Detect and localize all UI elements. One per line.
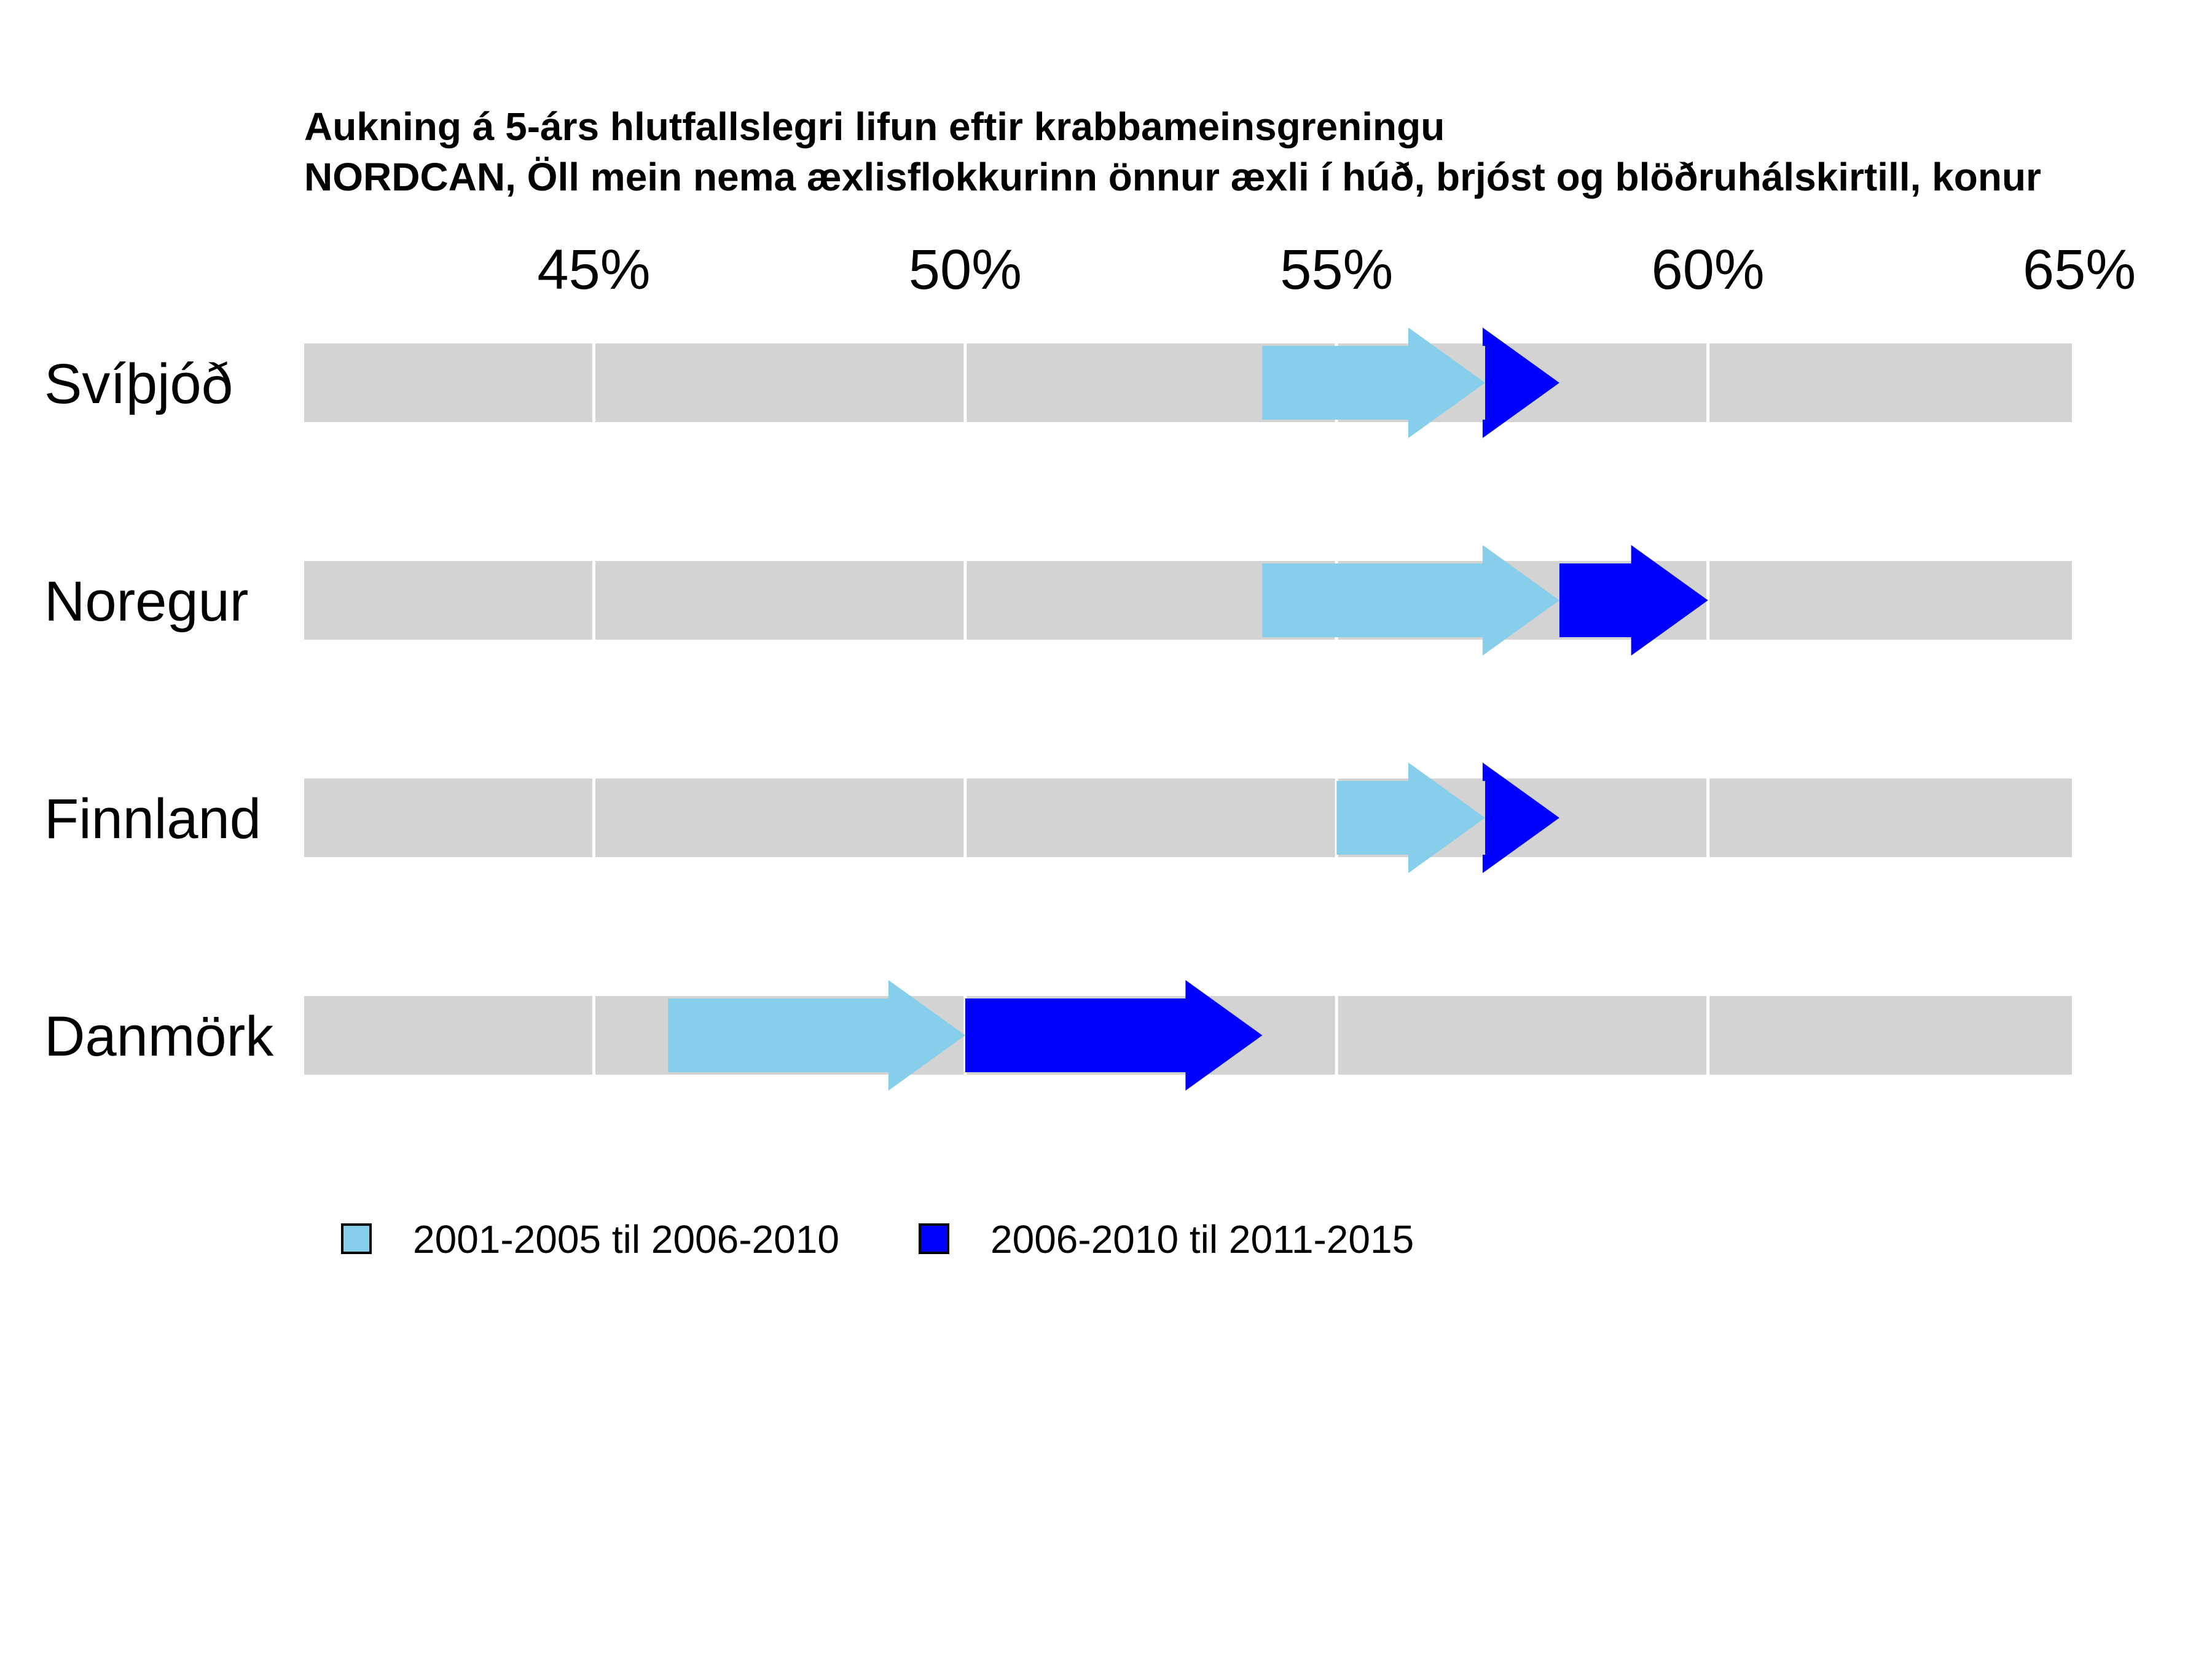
country-labels: Svíþjóð Noregur Finnland Danmörk [44, 353, 274, 1068]
x-tick-label: 55% [1280, 238, 1393, 301]
arrow-2001-2010 [1262, 327, 1486, 438]
legend: 2001-2005 til 2006-2010 2006-2010 til 201… [341, 1217, 1414, 1261]
legend-label: 2006-2010 til 2011-2015 [990, 1217, 1414, 1261]
chart-title-group: Aukning á 5-árs hlutfallslegri lifun eft… [304, 104, 2041, 199]
legend-swatch [341, 1223, 372, 1254]
arrow-marks [668, 327, 1708, 1091]
chart-title: Aukning á 5-árs hlutfallslegri lifun eft… [304, 104, 1445, 149]
country-label: Danmörk [44, 1005, 274, 1068]
legend-swatch [919, 1223, 949, 1254]
chart-subtitle: NORDCAN, Öll mein nema æxlisflokkurinn ö… [304, 155, 2041, 199]
x-axis-ticks: 45% 50% 55% 60% 65% [537, 238, 2136, 301]
legend-label: 2001-2005 til 2006-2010 [413, 1217, 839, 1261]
row-band [304, 779, 2072, 857]
x-tick-label: 50% [909, 238, 1022, 301]
arrow-2006-2015 [1559, 545, 1708, 656]
row-bands [304, 343, 2072, 1075]
country-label: Finnland [44, 788, 261, 850]
grid-lines [592, 343, 1710, 1075]
arrow-2006-2015 [965, 980, 1263, 1091]
x-tick-label: 65% [2023, 238, 2136, 301]
x-tick-label: 60% [1652, 238, 1765, 301]
arrow-2006-2015 [1482, 763, 1559, 873]
arrow-2001-2010 [1262, 545, 1559, 656]
row-band [304, 561, 2072, 640]
arrow-2001-2010 [1336, 763, 1486, 873]
arrow-2006-2015 [1482, 327, 1559, 438]
x-tick-label: 45% [537, 238, 650, 301]
arrow-2001-2010 [668, 980, 965, 1091]
country-label: Noregur [44, 570, 248, 633]
country-label: Svíþjóð [44, 353, 233, 415]
row-band [304, 343, 2072, 422]
